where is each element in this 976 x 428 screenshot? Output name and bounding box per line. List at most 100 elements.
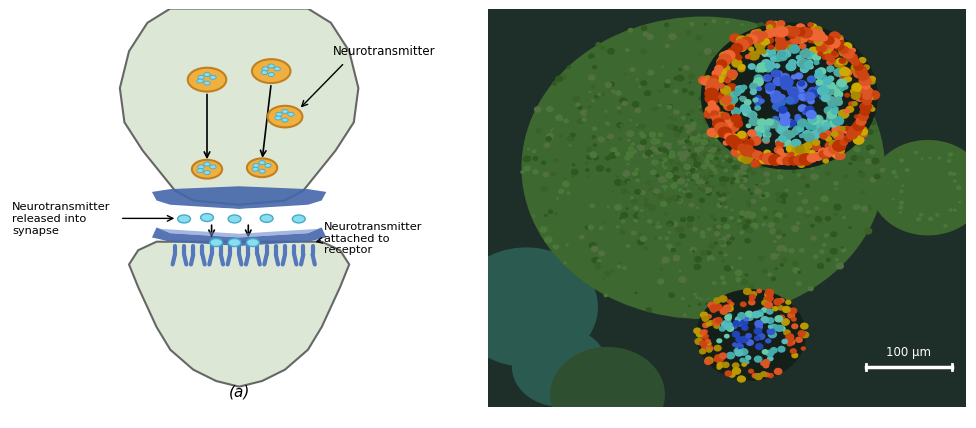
Circle shape — [198, 75, 204, 79]
Circle shape — [829, 113, 835, 119]
Circle shape — [546, 133, 554, 140]
Circle shape — [764, 61, 773, 68]
Circle shape — [704, 359, 712, 365]
Circle shape — [791, 34, 800, 42]
Circle shape — [734, 39, 750, 51]
Circle shape — [848, 201, 856, 207]
Circle shape — [760, 138, 765, 142]
Circle shape — [727, 130, 736, 137]
Circle shape — [710, 260, 713, 264]
Circle shape — [726, 142, 732, 148]
Circle shape — [805, 99, 813, 105]
Circle shape — [656, 149, 663, 155]
Circle shape — [597, 93, 601, 96]
Circle shape — [792, 227, 794, 229]
Circle shape — [817, 263, 825, 269]
Circle shape — [818, 99, 823, 103]
Circle shape — [718, 53, 725, 58]
Circle shape — [704, 181, 709, 184]
Circle shape — [754, 160, 762, 166]
Circle shape — [726, 299, 732, 304]
Circle shape — [647, 69, 655, 76]
Circle shape — [749, 82, 761, 92]
Circle shape — [626, 207, 629, 210]
Circle shape — [678, 130, 682, 133]
Circle shape — [644, 182, 650, 187]
Circle shape — [819, 34, 828, 42]
Circle shape — [789, 132, 795, 138]
Circle shape — [794, 101, 801, 107]
Circle shape — [667, 145, 671, 150]
Circle shape — [712, 148, 716, 152]
Circle shape — [872, 158, 879, 164]
Circle shape — [833, 52, 839, 58]
Circle shape — [550, 129, 555, 132]
Circle shape — [639, 131, 644, 136]
Circle shape — [867, 76, 873, 81]
Circle shape — [855, 116, 867, 126]
Circle shape — [689, 22, 695, 27]
Circle shape — [713, 137, 718, 142]
Circle shape — [850, 58, 860, 66]
Circle shape — [710, 110, 719, 118]
Circle shape — [770, 324, 779, 332]
Circle shape — [620, 62, 625, 66]
Circle shape — [706, 173, 712, 178]
Circle shape — [746, 40, 752, 45]
Circle shape — [777, 30, 785, 36]
Circle shape — [731, 225, 737, 231]
Circle shape — [658, 104, 662, 107]
Circle shape — [813, 128, 821, 135]
Circle shape — [738, 256, 742, 260]
Circle shape — [620, 231, 623, 234]
Circle shape — [768, 73, 774, 78]
Circle shape — [734, 178, 741, 184]
Circle shape — [704, 110, 714, 119]
Circle shape — [706, 166, 710, 169]
Circle shape — [867, 205, 873, 210]
Circle shape — [662, 147, 669, 153]
Circle shape — [614, 204, 623, 211]
Circle shape — [810, 235, 817, 241]
Circle shape — [666, 137, 672, 143]
Circle shape — [700, 234, 706, 239]
Circle shape — [716, 203, 722, 208]
Circle shape — [671, 183, 678, 189]
Circle shape — [851, 101, 858, 107]
Circle shape — [701, 164, 707, 169]
Circle shape — [669, 164, 676, 171]
Circle shape — [861, 118, 866, 121]
Circle shape — [794, 116, 802, 123]
Circle shape — [682, 165, 690, 172]
Circle shape — [791, 35, 801, 45]
Circle shape — [707, 104, 719, 114]
Circle shape — [742, 126, 751, 132]
Circle shape — [707, 255, 715, 262]
Circle shape — [736, 36, 748, 45]
Circle shape — [724, 177, 730, 181]
Circle shape — [768, 181, 773, 186]
Circle shape — [534, 160, 538, 164]
Circle shape — [914, 151, 918, 155]
Circle shape — [293, 215, 305, 223]
Circle shape — [787, 339, 795, 345]
Circle shape — [741, 155, 752, 164]
Circle shape — [750, 136, 761, 146]
Circle shape — [835, 58, 845, 65]
Circle shape — [707, 187, 712, 192]
Circle shape — [701, 179, 706, 184]
Circle shape — [590, 203, 595, 208]
Circle shape — [712, 154, 715, 158]
Circle shape — [777, 52, 787, 60]
Circle shape — [765, 338, 771, 344]
Circle shape — [834, 213, 838, 217]
Circle shape — [649, 71, 653, 75]
Circle shape — [712, 318, 721, 326]
Circle shape — [752, 151, 763, 160]
Circle shape — [830, 248, 837, 255]
Circle shape — [764, 82, 776, 92]
Circle shape — [625, 48, 630, 52]
Circle shape — [817, 86, 830, 96]
Circle shape — [719, 181, 727, 187]
Circle shape — [720, 320, 730, 328]
